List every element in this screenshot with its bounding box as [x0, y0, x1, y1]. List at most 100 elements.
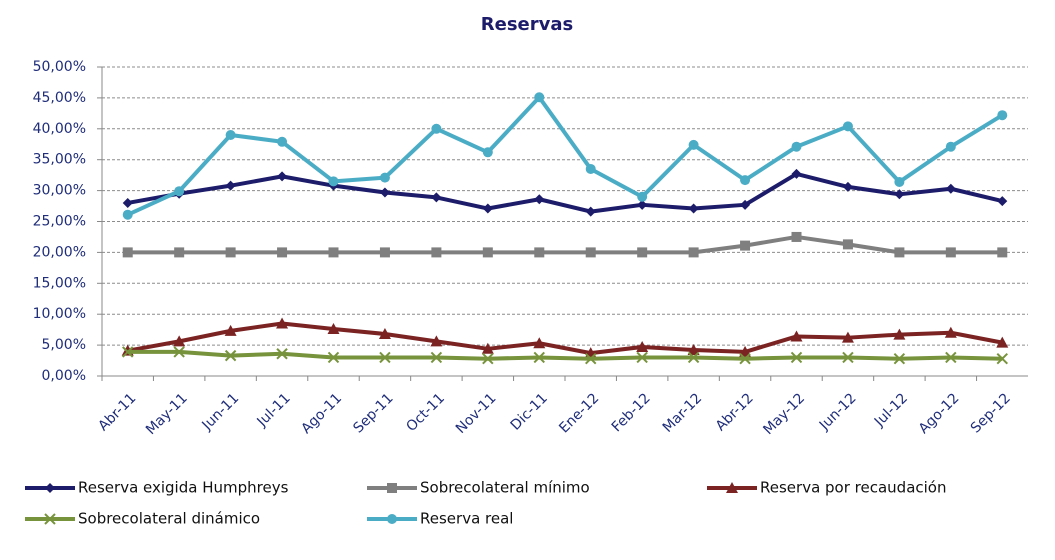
legend-marker — [387, 483, 397, 493]
y-tick-label: 20,00% — [33, 244, 86, 260]
marker — [122, 247, 133, 258]
marker — [791, 231, 802, 242]
legend-label: Reserva por recaudación — [760, 479, 946, 497]
series-line — [127, 349, 1003, 361]
x-tick-label: Ago-12 — [916, 390, 963, 437]
x-tick-label: May-11 — [143, 390, 191, 438]
marker — [225, 180, 236, 191]
marker — [841, 331, 854, 343]
x-tick-label: Dic-11 — [508, 390, 551, 433]
marker — [327, 351, 340, 364]
x-tick-label: Jun-11 — [199, 390, 243, 434]
marker — [173, 346, 185, 358]
marker — [739, 352, 751, 365]
series-line — [127, 321, 1003, 356]
marker — [431, 247, 442, 258]
marker — [739, 345, 752, 357]
marker — [276, 317, 289, 329]
marker — [740, 240, 751, 251]
marker — [225, 247, 236, 258]
marker — [791, 141, 802, 152]
marker — [430, 351, 443, 364]
marker — [842, 351, 854, 364]
marker — [687, 344, 700, 356]
marker — [842, 121, 853, 132]
marker — [379, 247, 390, 258]
marker — [740, 199, 751, 210]
marker — [894, 247, 905, 258]
legend-label: Reserva real — [420, 510, 513, 528]
marker — [379, 351, 391, 364]
marker — [688, 203, 699, 214]
marker — [790, 330, 803, 342]
x-tick-label: Ago-11 — [298, 390, 345, 437]
marker — [327, 323, 340, 335]
marker — [534, 92, 545, 103]
marker — [996, 336, 1009, 348]
x-tick-label: Sep-12 — [968, 390, 1014, 436]
marker — [637, 247, 648, 258]
marker — [482, 147, 493, 158]
x-tick-label: Mar-12 — [660, 390, 706, 436]
legend-marker — [44, 513, 56, 525]
x-tick-label: Feb-12 — [609, 390, 654, 435]
marker — [482, 352, 494, 365]
marker — [687, 351, 700, 364]
marker — [585, 352, 597, 365]
x-tick-label: Sep-11 — [350, 390, 396, 436]
marker — [174, 247, 185, 258]
x-tick-label: Jun-12 — [816, 390, 860, 434]
marker — [328, 247, 339, 258]
legend-label: Sobrecolateral mínimo — [420, 479, 590, 497]
marker — [174, 186, 185, 197]
legend-marker — [387, 514, 397, 524]
series-line — [127, 234, 1003, 255]
legend-marker — [45, 483, 55, 493]
marker — [277, 247, 288, 258]
marker — [842, 239, 853, 250]
x-tick-label: Jul-12 — [871, 390, 911, 430]
marker — [481, 342, 494, 354]
y-tick-label: 35,00% — [33, 152, 86, 168]
marker — [842, 181, 853, 192]
marker — [379, 172, 390, 183]
marker — [688, 247, 699, 258]
x-tick-label: Abr-12 — [713, 390, 757, 434]
marker — [893, 352, 906, 365]
marker — [225, 129, 236, 140]
marker — [894, 176, 905, 187]
marker — [688, 139, 699, 150]
marker — [378, 327, 391, 339]
marker — [276, 348, 288, 360]
marker — [944, 326, 957, 338]
marker — [533, 337, 546, 349]
y-tick-label: 15,00% — [33, 275, 86, 291]
x-tick-label: Jul-11 — [254, 390, 294, 430]
series-line — [126, 95, 1004, 217]
marker — [997, 196, 1008, 207]
marker — [997, 247, 1008, 258]
marker — [173, 335, 186, 347]
x-tick-label: Nov-11 — [453, 390, 500, 437]
y-tick-label: 25,00% — [33, 214, 86, 230]
legend-label: Sobrecolateral dinámico — [78, 510, 260, 528]
y-tick-label: 30,00% — [33, 183, 86, 199]
marker — [277, 136, 288, 147]
x-tick-label: Abr-11 — [95, 390, 139, 434]
marker — [224, 324, 237, 336]
x-tick-label: Ene-12 — [556, 390, 602, 436]
marker — [122, 209, 133, 220]
marker — [277, 171, 288, 182]
series-line — [127, 171, 1003, 214]
marker — [122, 197, 133, 208]
marker — [122, 346, 134, 358]
marker — [893, 328, 906, 340]
marker — [945, 247, 956, 258]
legend-marker — [726, 482, 738, 493]
marker — [224, 349, 237, 362]
marker — [430, 335, 443, 347]
y-tick-label: 40,00% — [33, 121, 86, 137]
y-tick-label: 0,00% — [42, 368, 86, 384]
marker — [585, 163, 596, 174]
